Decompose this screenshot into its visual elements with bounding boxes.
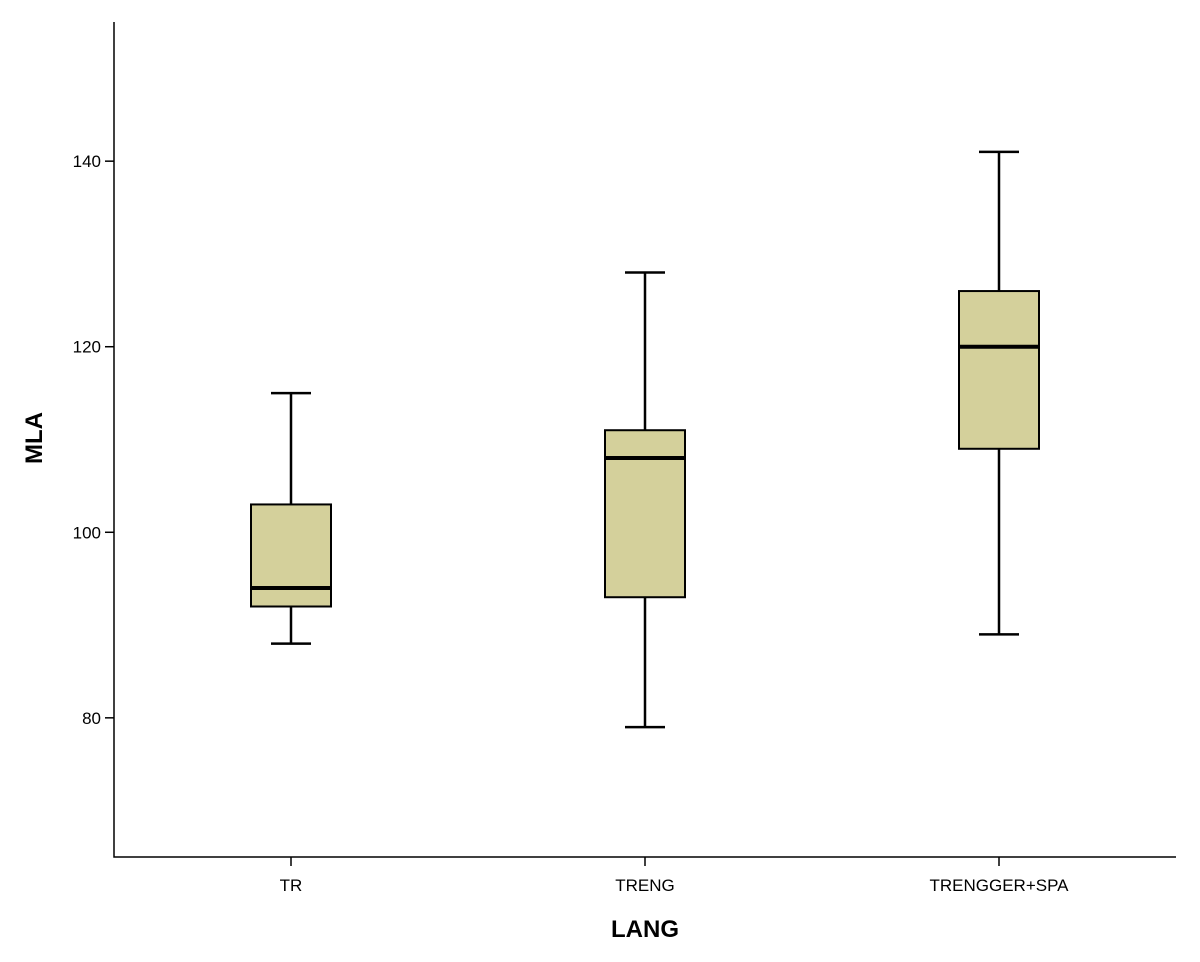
y-tick-label: 80 — [82, 709, 101, 728]
x-tick-label: TRENG — [615, 876, 675, 895]
x-tick-label: TR — [280, 876, 303, 895]
y-axis-title: MLA — [21, 412, 48, 464]
x-tick-label: TRENGGER+SPA — [929, 876, 1069, 895]
x-axis-title: LANG — [611, 916, 679, 943]
interquartile-box — [604, 429, 686, 599]
plot-marks — [250, 150, 1040, 729]
interquartile-box — [250, 503, 332, 608]
box-treng — [604, 271, 686, 729]
y-tick-label: 100 — [73, 523, 101, 542]
y-tick-label: 120 — [73, 338, 101, 357]
axis-lines — [113, 22, 1176, 858]
box-tr — [250, 391, 332, 645]
box-trengger-spa — [958, 150, 1040, 636]
interquartile-box — [958, 290, 1040, 450]
axes: 80 100 120 140 TR TRENG TRENGGER+SPA — [73, 22, 1176, 895]
y-tick-label: 140 — [73, 152, 101, 171]
